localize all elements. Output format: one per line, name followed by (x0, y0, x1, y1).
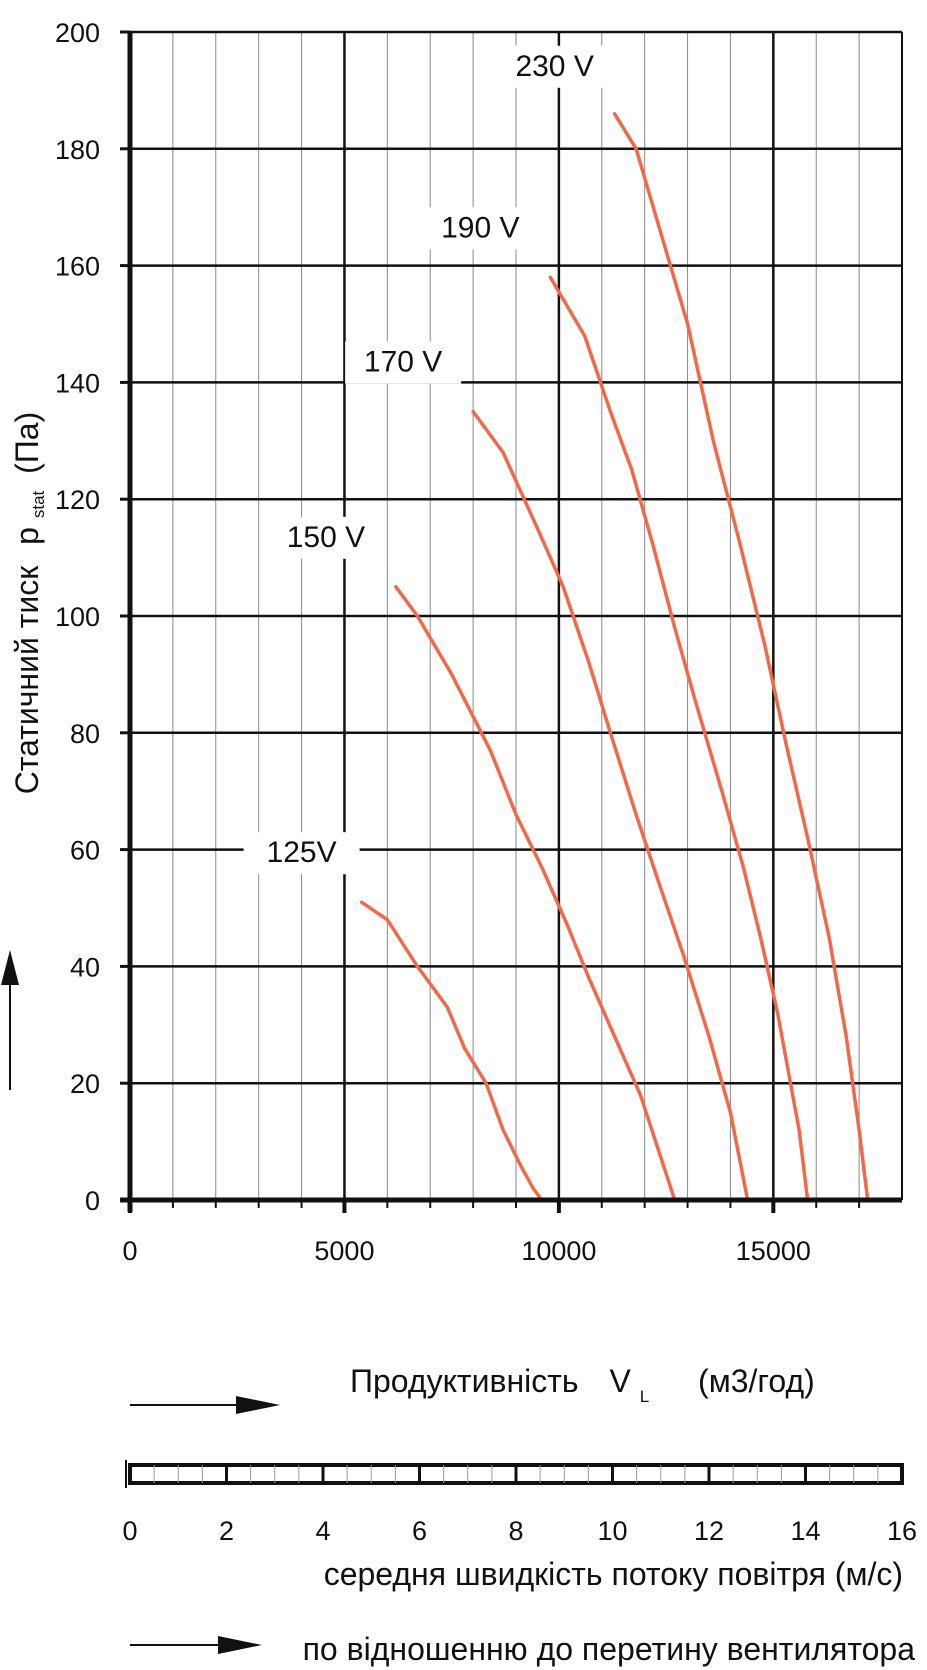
velocity-scale-note: по відношенню до перетину вентилятора (303, 1631, 916, 1667)
y-tick-label: 80 (70, 719, 100, 749)
y-tick-label: 200 (55, 18, 100, 48)
y-tick-label: 120 (55, 485, 100, 515)
curve-label-backdrop (267, 516, 384, 559)
x-tick-label: 15000 (736, 1236, 811, 1266)
velocity-tick-label: 0 (122, 1516, 137, 1546)
x-tick-label: 0 (122, 1236, 137, 1266)
curve-label: 190 V (441, 211, 519, 244)
x-axis-arrow (130, 1396, 280, 1414)
curve-label: 150 V (287, 521, 365, 554)
y-tick-label: 100 (55, 602, 100, 632)
y-tick-label: 60 (70, 836, 100, 866)
velocity-tick-label: 14 (790, 1516, 820, 1546)
velocity-scale-bar (125, 1460, 904, 1488)
performance-curves (359, 112, 870, 1202)
velocity-tick-label: 2 (219, 1516, 234, 1546)
y-axis-title: Статичний тиск p stat (Па) (9, 412, 51, 795)
y-tick-labels: 0 20 40 60 80 100 120 140 160 180 200 (55, 18, 100, 1216)
velocity-tick-label: 8 (508, 1516, 523, 1546)
y-tick-label: 0 (85, 1186, 100, 1216)
curve-label-backdrop (496, 45, 613, 88)
y-tick-label: 180 (55, 135, 100, 165)
velocity-tick-label: 6 (412, 1516, 427, 1546)
y-tick-label: 40 (70, 952, 100, 982)
velocity-note-arrow (130, 1636, 262, 1654)
y-tick-label: 140 (55, 368, 100, 398)
curve-230v (612, 112, 870, 1202)
y-tick-label: 160 (55, 252, 100, 282)
curve-label: 230 V (515, 50, 593, 83)
y-axis-arrow (1, 950, 19, 1090)
chart-axes (120, 30, 902, 1213)
y-tick-label: 20 (70, 1069, 100, 1099)
curve-label-backdrop (422, 207, 539, 250)
velocity-tick-labels: 0 2 4 6 8 10 12 14 16 (122, 1516, 917, 1546)
curve-label: 170 V (364, 346, 442, 379)
curve-170v (471, 409, 750, 1202)
x-axis-title: Продуктивність V L (м3/год) (350, 1363, 815, 1409)
curve-190v (548, 275, 810, 1202)
velocity-tick-label: 16 (887, 1516, 917, 1546)
velocity-tick-label: 12 (694, 1516, 724, 1546)
x-tick-label: 5000 (314, 1236, 374, 1266)
curve-label: 125V (267, 836, 337, 869)
velocity-scale-label: середня швидкість потоку повітря (м/с) (324, 1556, 903, 1592)
curve-labels: 125V 150 V 170 V 190 V 230 V (243, 45, 613, 875)
curve-label-backdrop (243, 832, 360, 875)
x-tick-label: 10000 (521, 1236, 596, 1266)
curve-125v (359, 900, 544, 1202)
x-tick-labels: 0 5000 10000 15000 (122, 1236, 810, 1266)
velocity-tick-label: 4 (315, 1516, 330, 1546)
curve-label-backdrop (345, 341, 462, 384)
velocity-tick-label: 10 (597, 1516, 627, 1546)
curve-150v (394, 585, 677, 1202)
